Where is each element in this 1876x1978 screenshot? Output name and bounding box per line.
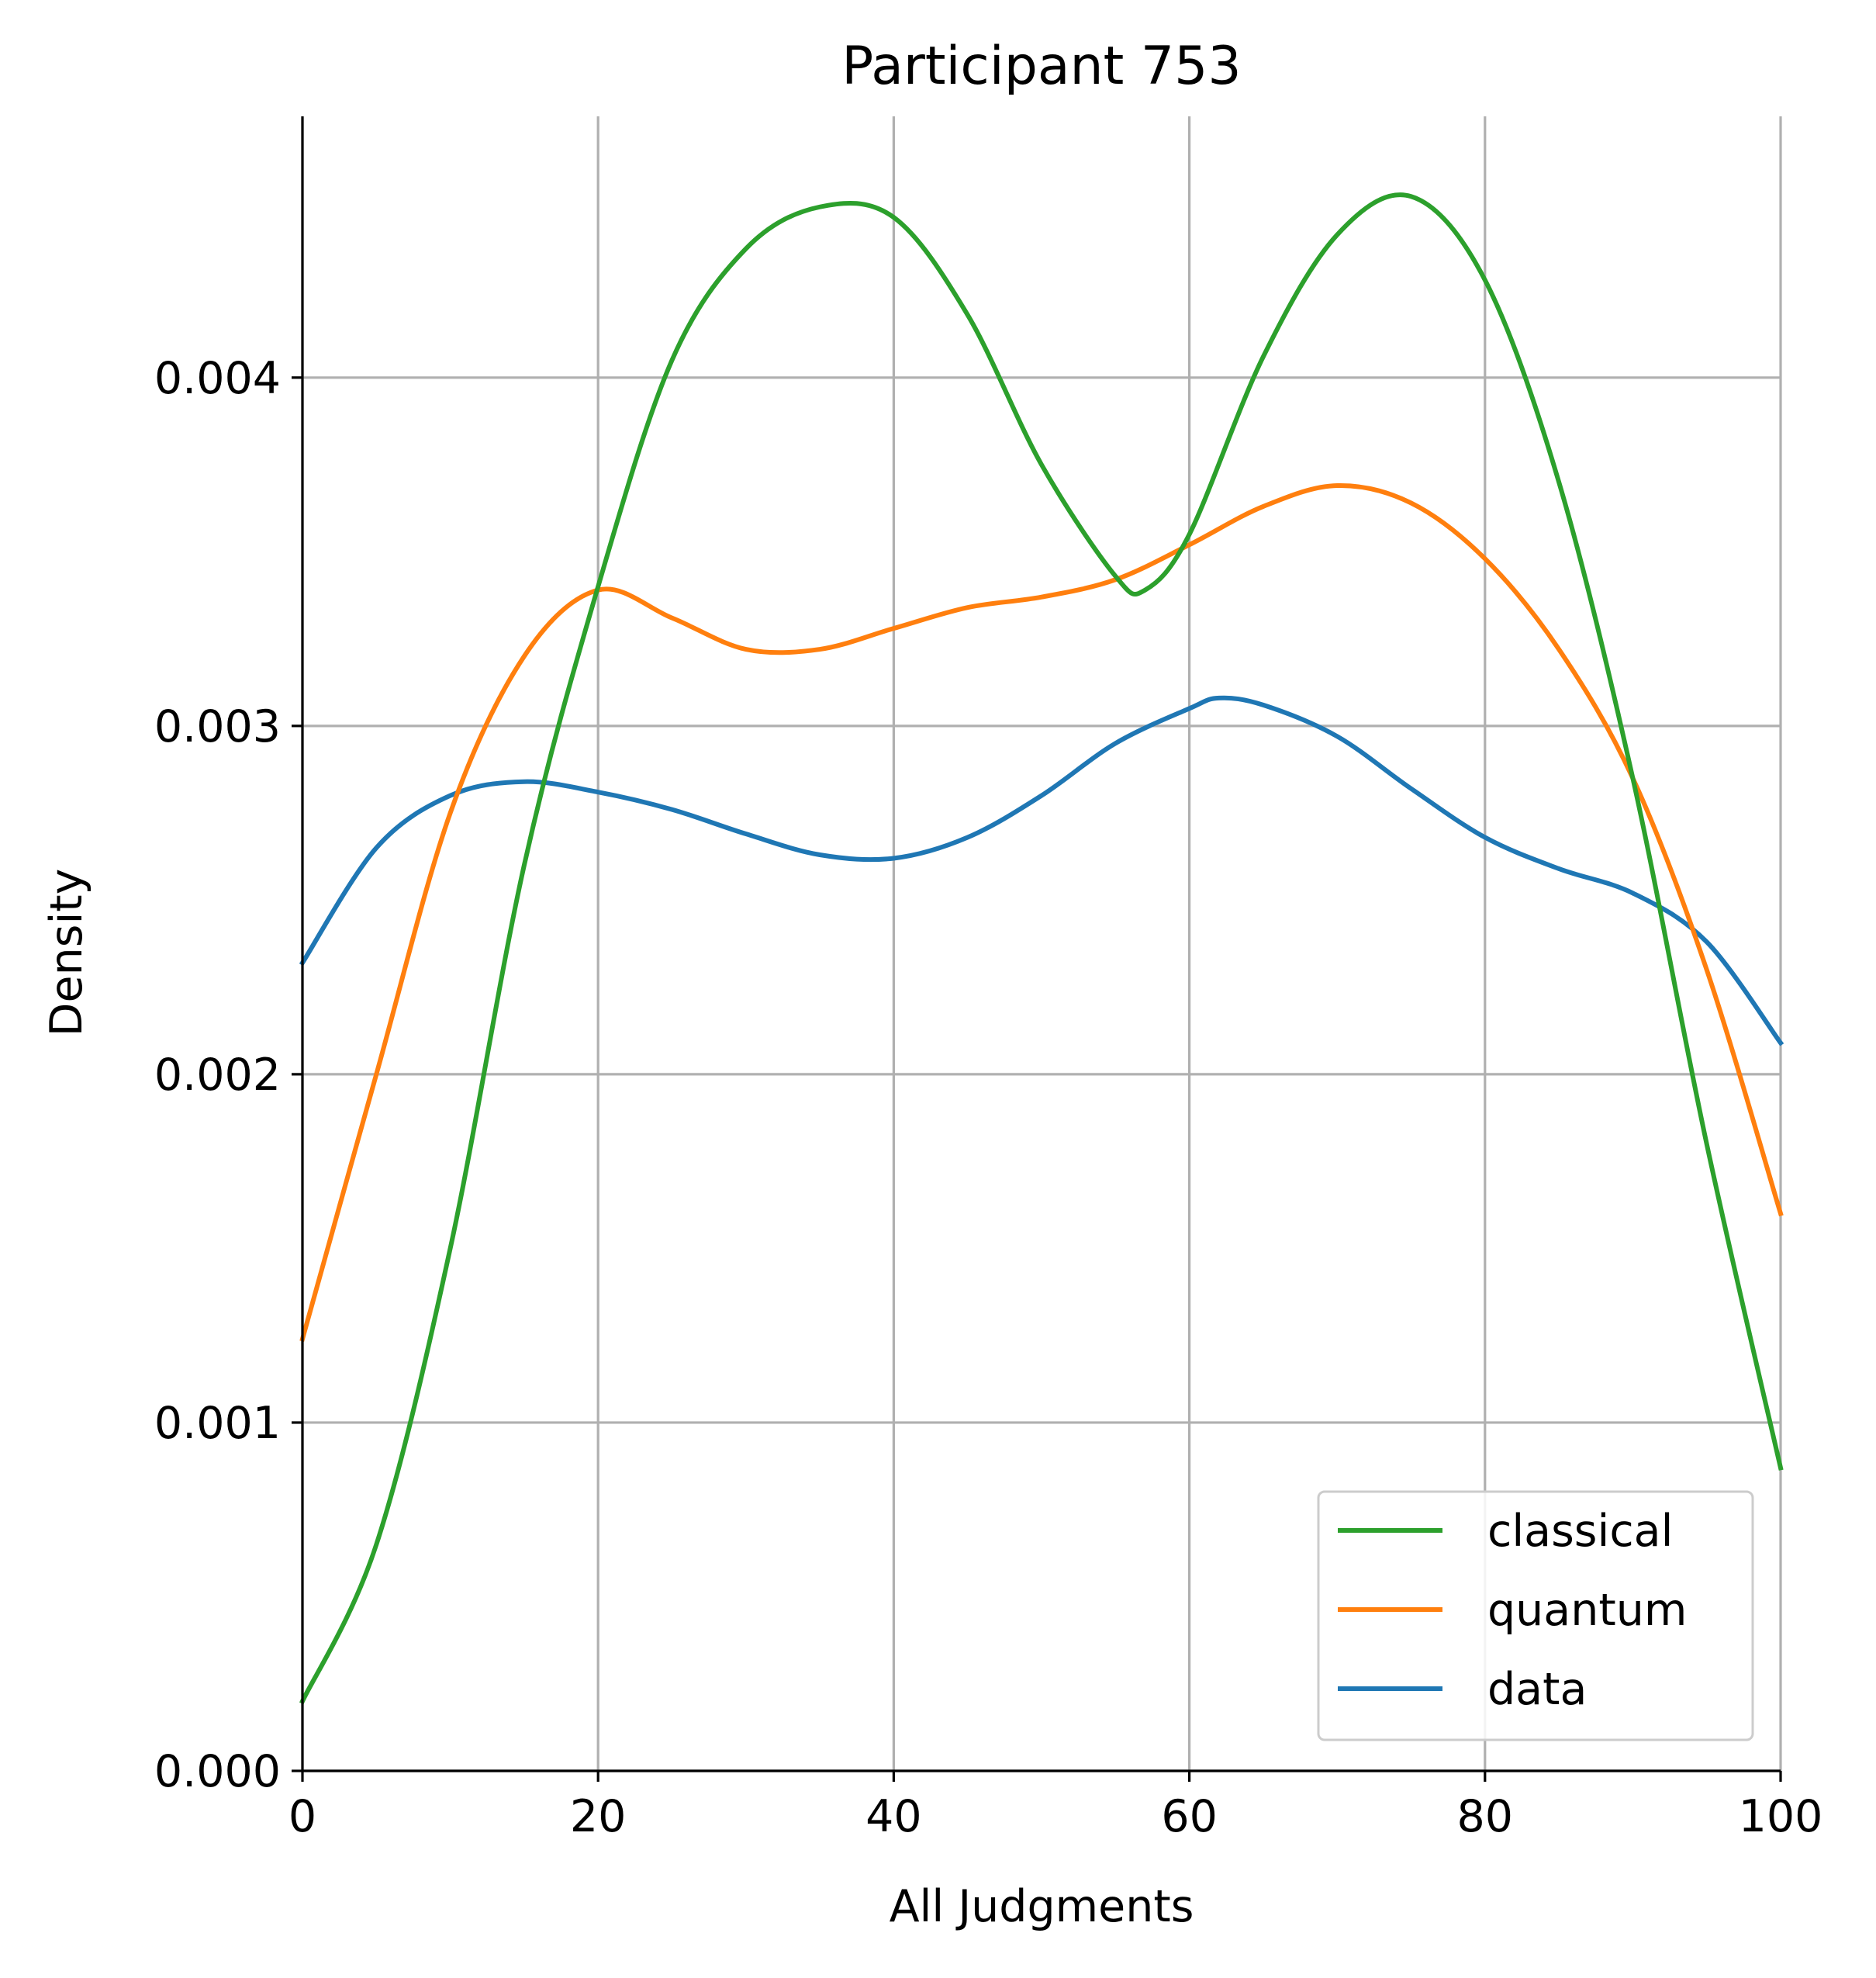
x-tick-label: 40 bbox=[865, 1791, 922, 1842]
y-axis-label: Density bbox=[41, 869, 92, 1037]
series-line-classical bbox=[299, 192, 1784, 1705]
y-tick-label: 0.003 bbox=[154, 701, 281, 752]
series-line-data bbox=[299, 695, 1784, 1046]
series-lines bbox=[299, 192, 1784, 1705]
legend-label-classical: classical bbox=[1487, 1506, 1673, 1557]
y-tick-label: 0.000 bbox=[154, 1746, 281, 1797]
axes-spines bbox=[301, 116, 1781, 1772]
x-axis-label: All Judgments bbox=[890, 1881, 1194, 1932]
y-tick-label: 0.002 bbox=[154, 1050, 281, 1101]
x-tick-label: 100 bbox=[1739, 1791, 1823, 1842]
x-tick-label: 20 bbox=[570, 1791, 627, 1842]
legend: classical quantum data bbox=[1317, 1490, 1754, 1741]
chart-title: Participant 753 bbox=[841, 36, 1241, 97]
axis-ticks: 0 20 40 60 80 100 0.000 0.001 0.002 0.003 0.004 bbox=[154, 353, 1823, 1842]
legend-label-quantum: quantum bbox=[1487, 1585, 1687, 1636]
x-tick-label: 80 bbox=[1457, 1791, 1514, 1842]
legend-box bbox=[1317, 1490, 1754, 1741]
legend-label-data: data bbox=[1487, 1664, 1587, 1715]
y-tick-label: 0.004 bbox=[154, 353, 281, 404]
x-tick-label: 60 bbox=[1161, 1791, 1218, 1842]
series-line-quantum bbox=[299, 482, 1784, 1342]
y-tick-label: 0.001 bbox=[154, 1398, 281, 1449]
x-tick-label: 0 bbox=[288, 1791, 316, 1842]
